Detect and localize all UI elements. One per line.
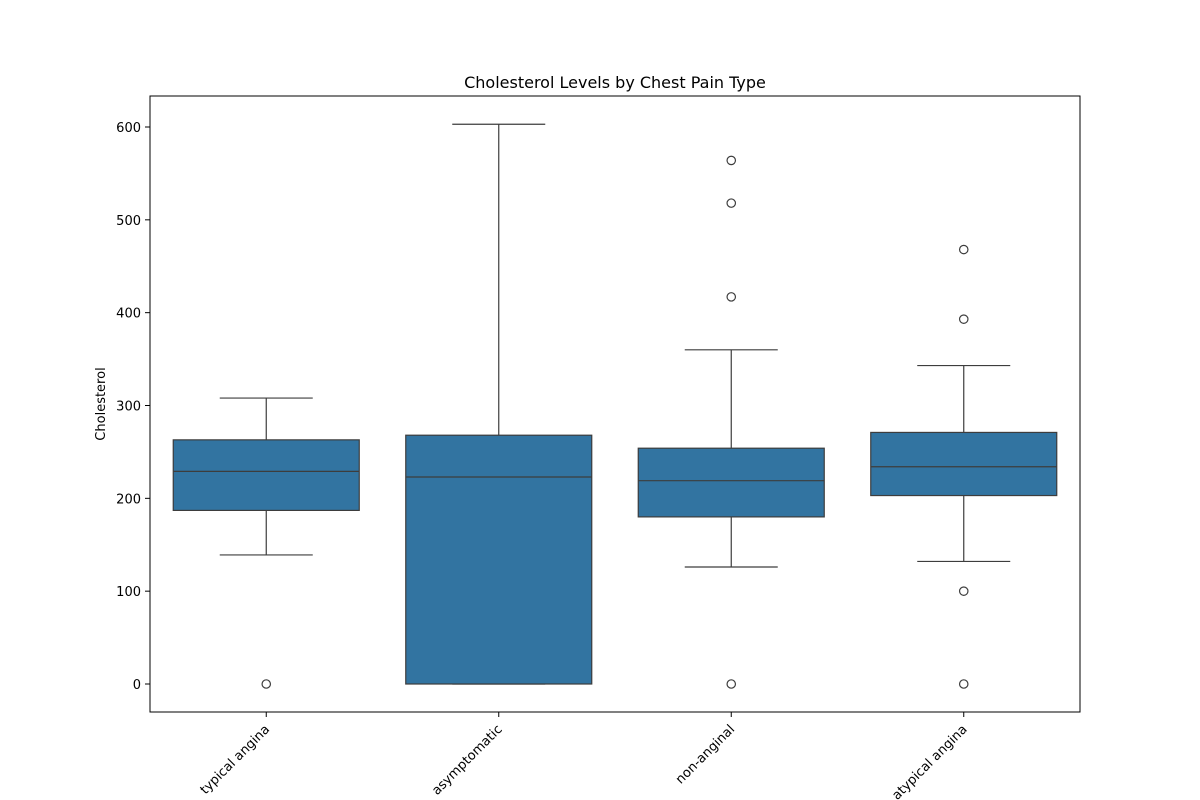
y-tick-label: 200 — [116, 492, 141, 507]
y-tick-label: 0 — [133, 678, 141, 693]
box-non-anginal — [637, 447, 825, 518]
y-tick-label: 500 — [116, 214, 141, 229]
outlier-point — [726, 292, 737, 302]
chart-title: Cholesterol Levels by Chest Pain Type — [464, 73, 766, 92]
y-tick-label: 300 — [116, 400, 141, 415]
x-tick-label: typical angina — [198, 722, 274, 798]
outlier-point — [958, 586, 969, 596]
x-tick-label: atypical angina — [889, 722, 970, 800]
outlier-point — [958, 314, 969, 324]
y-tick-label: 600 — [116, 121, 141, 136]
box-asymptomatic — [405, 434, 593, 685]
plot-area — [172, 123, 1058, 689]
outlier-point — [261, 679, 272, 689]
plot-frame — [149, 95, 1081, 713]
y-tick-label: 400 — [116, 307, 141, 322]
outlier-point — [726, 155, 737, 166]
x-tick-label: asymptomatic — [429, 722, 505, 798]
x-tick-label: non-anginal — [673, 722, 738, 787]
y-axis-label: Cholesterol — [94, 367, 109, 440]
outlier-point — [958, 244, 969, 255]
y-tick-label: 100 — [116, 585, 141, 600]
outlier-point — [726, 679, 737, 689]
box-atypical-angina — [870, 431, 1058, 497]
outlier-point — [726, 198, 737, 208]
outlier-point — [958, 679, 969, 689]
box-typical-angina — [172, 439, 360, 512]
